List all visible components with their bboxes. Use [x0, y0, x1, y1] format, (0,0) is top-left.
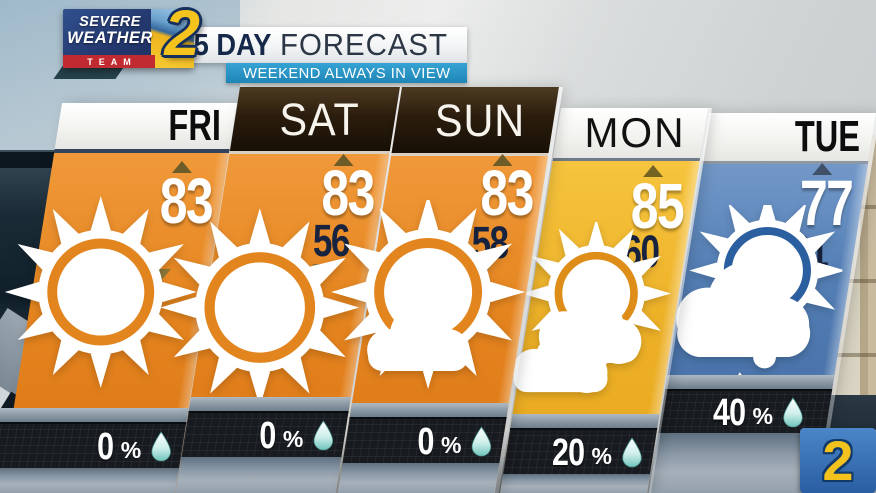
day-header: SUN [391, 87, 559, 156]
raindrop-icon [468, 425, 494, 459]
day-header-row: TUE [709, 112, 876, 161]
day-header: FRI [54, 101, 237, 153]
day-label: TUE [794, 112, 860, 161]
bug-channel-number: 2 [822, 428, 854, 492]
percent-sign: % [120, 436, 142, 463]
subtitle-text: WEEKEND ALWAYS IN VIEW [242, 64, 451, 82]
logo-corner-art [151, 9, 194, 68]
day-header-row: FRI [62, 101, 237, 150]
precip-chance: 40 [713, 391, 746, 434]
precip-row: 0% [0, 424, 186, 470]
precip-row: 0% [188, 413, 348, 459]
panel-footer [0, 468, 180, 493]
weather-icon-row [491, 222, 679, 410]
precip-row: 0% [349, 419, 506, 465]
day-header: SAT [229, 87, 400, 154]
precip-row: 40% [665, 391, 832, 435]
day-header: TUE [700, 112, 876, 164]
day-label: FRI [168, 101, 221, 150]
precip-band-top [0, 408, 189, 422]
weather-icon-row [157, 205, 362, 410]
day-header-row: SAT [240, 87, 400, 151]
precip-band-top [349, 403, 509, 417]
forecast-column-fri: FRI 83 0% [0, 101, 237, 493]
precip-chance: 0 [259, 414, 276, 457]
mostly-sunny-icon [326, 200, 526, 400]
logo-text: SEVERE WEATHER [67, 14, 153, 48]
percent-sign: % [752, 402, 773, 429]
sunny-icon [2, 193, 200, 391]
sunny-icon [157, 205, 362, 410]
percent-sign: % [282, 425, 304, 452]
raindrop-icon [619, 436, 645, 470]
title-lead: 5 DAY [193, 27, 272, 62]
station-bug: 2 [800, 428, 876, 493]
subtitle-banner: WEEKEND ALWAYS IN VIEW [226, 63, 467, 83]
day-label: SAT [279, 93, 361, 145]
precip-chance: 20 [552, 431, 585, 474]
day-label: MON [584, 109, 685, 156]
weather-icon-row [326, 200, 526, 400]
logo-team-text: TEAM [87, 56, 137, 67]
forecast-column-mon: MON 85 60 20% [500, 108, 708, 493]
day-header-row: SUN [402, 87, 559, 153]
precip-band-top [510, 414, 660, 428]
logo-line-severe: SEVERE [79, 14, 141, 30]
precip-band: 40% [658, 389, 833, 435]
raindrop-icon [780, 396, 806, 430]
precip-band: 0% [181, 411, 349, 459]
weather-icon-row [2, 193, 200, 391]
partly-cloudy-icon [491, 222, 679, 410]
precip-band-top [665, 375, 835, 389]
logo-line-weather: WEATHER [67, 29, 153, 48]
cloudy-rain-icon [652, 205, 843, 409]
precip-band: 0% [342, 417, 507, 465]
panel-footer [500, 474, 651, 493]
precip-band: 20% [502, 428, 658, 476]
percent-sign: % [591, 442, 613, 469]
day-header: MON [552, 108, 708, 161]
day-header-row: MON [561, 108, 708, 158]
weather-icon-row [652, 205, 843, 409]
precip-row: 20% [510, 430, 657, 476]
raindrop-icon [148, 430, 174, 464]
logo-team-strip: TEAM [63, 55, 155, 68]
panel-footer [337, 463, 500, 493]
title-rest: FORECAST [280, 27, 449, 62]
forecast-column-tue: TUE 77 61 40% [648, 112, 876, 493]
percent-sign: % [440, 431, 462, 458]
precip-band: 0% [0, 422, 187, 470]
station-logo: SEVERE WEATHER TEAM 2 [63, 1, 200, 68]
forecast-column-sun: SUN 83 58 0% [331, 87, 559, 493]
panel-footer [175, 457, 342, 493]
day-label: SUN [435, 94, 526, 146]
precip-chance: 0 [417, 420, 434, 463]
precip-chance: 0 [97, 425, 114, 468]
raindrop-icon [310, 419, 336, 453]
forecast-column-sat: SAT 83 56 0% [160, 87, 400, 493]
panel-footer [648, 433, 826, 493]
logo-channel-number: 2 [164, 0, 200, 69]
